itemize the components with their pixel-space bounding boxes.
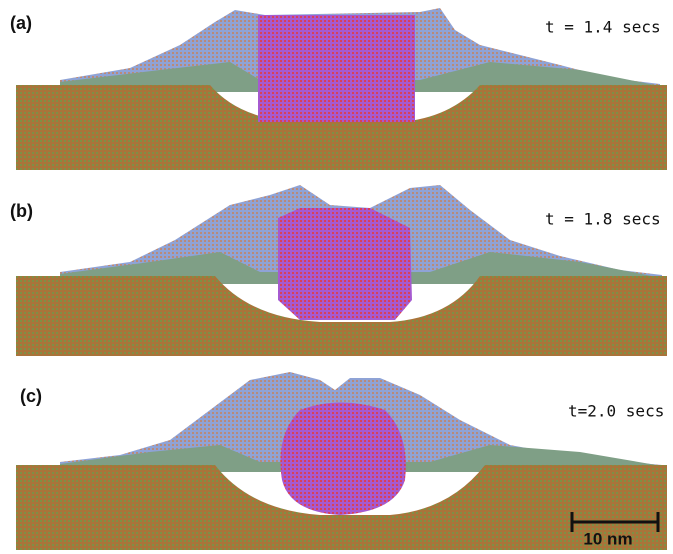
panel-c: (c) t=2.0 secs (16, 372, 667, 550)
figure: (a) t = 1.4 secs (b) t = 1.8 secs (c) t=… (0, 0, 673, 554)
time-label: t = 1.8 secs (545, 210, 661, 229)
time-label: t = 1.4 secs (545, 18, 661, 37)
panel-label: (c) (20, 386, 42, 406)
panel-b: (b) t = 1.8 secs (10, 185, 667, 356)
panel-label: (b) (10, 201, 33, 221)
core (258, 15, 415, 122)
panel-label: (a) (10, 13, 32, 33)
time-label: t=2.0 secs (568, 402, 664, 421)
panel-a: (a) t = 1.4 secs (10, 8, 667, 170)
core (280, 403, 405, 516)
core (278, 208, 412, 320)
scale-bar-label: 10 nm (583, 529, 632, 548)
